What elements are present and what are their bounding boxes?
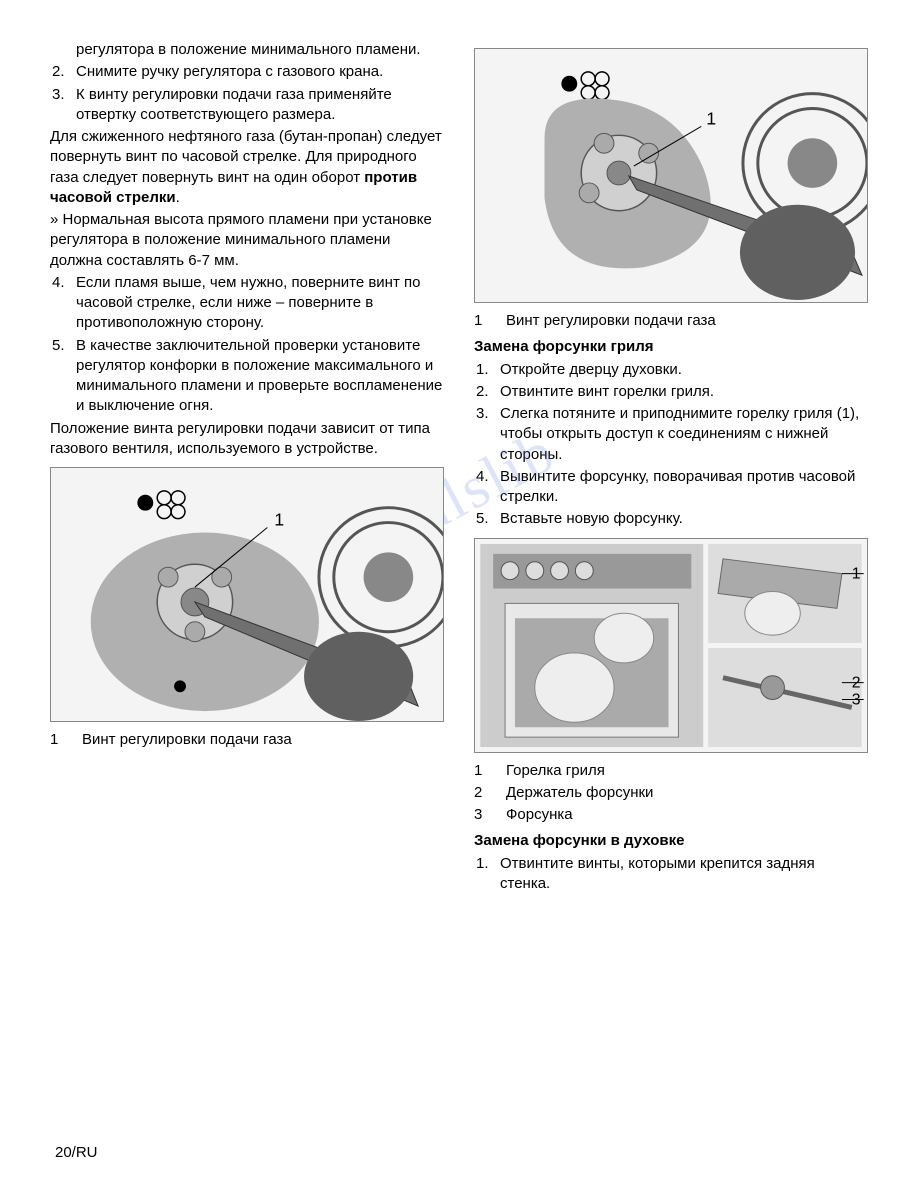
page-number: 20/RU bbox=[55, 1143, 98, 1163]
list-text: Если пламя выше, чем нужно, поверните ви… bbox=[76, 273, 444, 334]
legend-text: Винт регулировки подачи газа bbox=[82, 730, 292, 750]
figure-legend: 1 Винт регулировки подачи газа bbox=[474, 311, 868, 331]
list-text: В качестве заключительной проверки устан… bbox=[76, 336, 444, 417]
legend-text: Винт регулировки подачи газа bbox=[506, 311, 716, 331]
list-number: 4. bbox=[474, 467, 500, 508]
legend-text: Держатель форсунки bbox=[506, 783, 653, 803]
list-number: 3. bbox=[474, 404, 500, 465]
list-text: Отвинтите винты, которыми крепится задня… bbox=[500, 854, 868, 895]
svg-text:1: 1 bbox=[706, 108, 716, 128]
list-number: 1. bbox=[474, 854, 500, 895]
list-item: 1. Откройте дверцу духовки. bbox=[474, 360, 868, 380]
figure-grill-burner: 1 2 3 bbox=[474, 538, 868, 753]
figure-legend: 1 Горелка гриля bbox=[474, 761, 868, 781]
figure-gas-screw-2: 1 bbox=[474, 48, 868, 303]
list-item: 2. Отвинтите винт горелки гриля. bbox=[474, 382, 868, 402]
list-item: 5. Вставьте новую форсунку. bbox=[474, 509, 868, 529]
list-number: 2. bbox=[50, 62, 76, 82]
list-number: 5. bbox=[474, 509, 500, 529]
legend-number: 1 bbox=[474, 761, 506, 781]
list-number: 5. bbox=[50, 336, 76, 417]
left-column: регулятора в положение минимального плам… bbox=[50, 40, 444, 896]
list-item-5: 5. В качестве заключительной проверки ус… bbox=[50, 336, 444, 417]
right-column: 1 1 Винт регулировки подачи газа Замена … bbox=[474, 40, 868, 896]
list-number: 3. bbox=[50, 85, 76, 126]
svg-text:1: 1 bbox=[852, 565, 861, 582]
figure-legend: 3 Форсунка bbox=[474, 805, 868, 825]
list-text: Откройте дверцу духовки. bbox=[500, 360, 868, 380]
paragraph: Для сжиженного нефтяного газа (бутан-про… bbox=[50, 127, 444, 208]
legend-number: 3 bbox=[474, 805, 506, 825]
figure-legend: 1 Винт регулировки подачи газа bbox=[50, 730, 444, 750]
paragraph: Положение винта регулировки подачи завис… bbox=[50, 419, 444, 460]
list-number: 4. bbox=[50, 273, 76, 334]
list-number: 2. bbox=[474, 382, 500, 402]
list-text: Слегка потяните и приподнимите горелку г… bbox=[500, 404, 868, 465]
list-text: Отвинтите винт горелки гриля. bbox=[500, 382, 868, 402]
legend-number: 1 bbox=[50, 730, 82, 750]
list-text: Вывинтите форсунку, поворачивая против ч… bbox=[500, 467, 868, 508]
text-normal: . bbox=[176, 189, 180, 206]
list-text: Вставьте новую форсунку. bbox=[500, 509, 868, 529]
legend-number: 1 bbox=[474, 311, 506, 331]
svg-text:1: 1 bbox=[274, 510, 284, 530]
heading-oven: Замена форсунки в духовке bbox=[474, 831, 868, 851]
figure-legend: 2 Держатель форсунки bbox=[474, 783, 868, 803]
list-item-3: 3. К винту регулировки подачи газа приме… bbox=[50, 85, 444, 126]
paragraph: » Нормальная высота прямого пламени при … bbox=[50, 210, 444, 271]
list-text: К винту регулировки подачи газа применяй… bbox=[76, 85, 444, 126]
continuation-text: регулятора в положение минимального плам… bbox=[76, 40, 444, 60]
heading-grill: Замена форсунки гриля bbox=[474, 337, 868, 357]
legend-text: Форсунка bbox=[506, 805, 573, 825]
list-item-2: 2. Снимите ручку регулятора с газового к… bbox=[50, 62, 444, 82]
list-item-4: 4. Если пламя выше, чем нужно, поверните… bbox=[50, 273, 444, 334]
legend-text: Горелка гриля bbox=[506, 761, 605, 781]
list-text: Снимите ручку регулятора с газового кран… bbox=[76, 62, 444, 82]
list-item: 1. Отвинтите винты, которыми крепится за… bbox=[474, 854, 868, 895]
list-number: 1. bbox=[474, 360, 500, 380]
page-content: регулятора в положение минимального плам… bbox=[50, 40, 868, 896]
figure-gas-screw-1: 1 bbox=[50, 467, 444, 722]
legend-number: 2 bbox=[474, 783, 506, 803]
svg-text:3: 3 bbox=[852, 691, 861, 708]
list-item: 3. Слегка потяните и приподнимите горелк… bbox=[474, 404, 868, 465]
svg-text:2: 2 bbox=[852, 674, 861, 691]
list-item: 4. Вывинтите форсунку, поворачивая проти… bbox=[474, 467, 868, 508]
